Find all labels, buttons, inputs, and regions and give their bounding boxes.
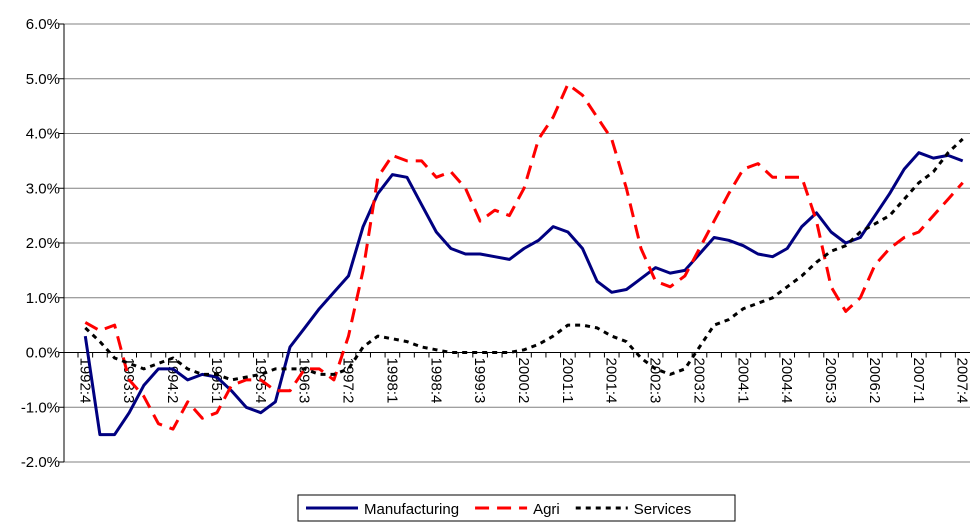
x-tick-label: 1994:2: [164, 358, 181, 404]
y-tick-label: -1.0%: [21, 399, 60, 416]
x-tick-label: 2004:1: [734, 358, 751, 404]
legend-box: [297, 494, 736, 522]
x-tick-label: 1999:3: [471, 358, 488, 404]
x-tick-label: 2004:4: [778, 358, 795, 404]
x-tick-label: 1995:1: [208, 358, 225, 404]
x-tick-label: 1998:1: [383, 358, 400, 404]
y-tick-label: 2.0%: [26, 235, 60, 252]
y-tick-label: 3.0%: [26, 180, 60, 197]
series-line: [84, 82, 964, 431]
x-tick-label: 2007:1: [910, 358, 927, 404]
x-tick-label: 2007:4: [954, 358, 971, 404]
x-tick-label: 2003:2: [690, 358, 707, 404]
legend: Manufacturing Agri Services: [297, 494, 736, 522]
series-line: [83, 151, 964, 437]
legend-label: Manufacturing: [364, 501, 459, 518]
x-tick-label: 2002:3: [647, 358, 664, 404]
y-tick-label: 0.0%: [26, 345, 60, 362]
legend-label: Services: [634, 501, 692, 518]
legend-label: Agri: [533, 501, 560, 518]
x-tick-label: 1997:2: [340, 358, 357, 404]
y-tick-label: -2.0%: [21, 454, 60, 471]
x-tick-label: 2001:4: [603, 358, 620, 404]
y-tick-label: 1.0%: [26, 290, 60, 307]
x-tick-label: 1998:4: [427, 358, 444, 404]
x-tick-label: 2000:2: [515, 358, 532, 404]
y-tick-label: 4.0%: [26, 126, 60, 143]
y-tick-label: 6.0%: [26, 16, 60, 33]
y-tick-label: 5.0%: [26, 71, 60, 88]
x-tick-label: 2001:1: [559, 358, 576, 404]
x-tick-label: 1996:3: [296, 358, 313, 404]
series-line: [84, 137, 964, 382]
x-tick-label: 2005:3: [822, 358, 839, 404]
x-tick-label: 2006:2: [866, 358, 883, 404]
